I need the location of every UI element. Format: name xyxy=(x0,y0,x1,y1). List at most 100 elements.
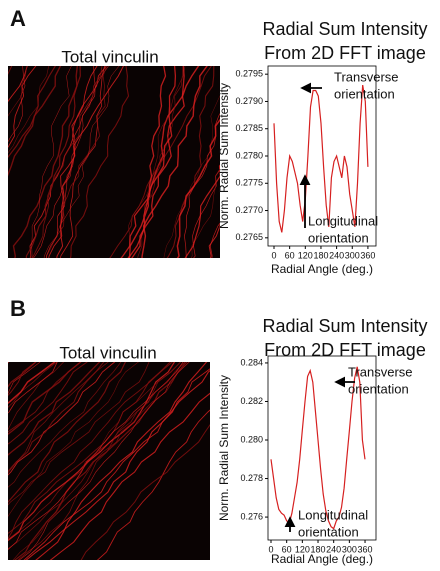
fibre xyxy=(96,409,210,560)
y-tick-label: 0.2785 xyxy=(235,123,263,133)
x-axis-label: Radial Angle (deg.) xyxy=(271,262,373,276)
line-series xyxy=(273,85,369,233)
annotation: orientation xyxy=(298,524,359,539)
x-tick-label: 120 xyxy=(295,544,310,554)
chart-title: Radial Sum Intensity xyxy=(262,19,427,39)
fibre xyxy=(8,362,150,506)
annotation: Transverse xyxy=(348,364,413,379)
fibre xyxy=(176,118,220,258)
fibre xyxy=(8,362,122,488)
fibre xyxy=(8,362,37,396)
fibre xyxy=(18,362,190,560)
fibre xyxy=(60,66,106,258)
fibre xyxy=(8,362,65,431)
x-axis-label: Radial Angle (deg.) xyxy=(271,552,373,566)
y-tick-label: 0.2790 xyxy=(235,96,263,106)
fibre xyxy=(184,164,220,258)
fibre xyxy=(8,362,58,408)
annotation: Longitudinal xyxy=(298,507,368,522)
fibre xyxy=(49,392,210,560)
panel-label: B xyxy=(10,296,26,321)
fibre xyxy=(8,362,171,534)
annotation: orientation xyxy=(308,230,369,245)
fibre xyxy=(8,66,28,103)
x-tick-label: 120 xyxy=(298,250,313,260)
annotation: orientation xyxy=(348,381,409,396)
fibre xyxy=(8,362,41,394)
x-tick-label: 60 xyxy=(285,250,295,260)
y-axis-label: Norm. Radial Sum Intensity xyxy=(217,375,231,521)
fibre xyxy=(8,362,116,476)
fibre xyxy=(8,362,184,551)
fibre xyxy=(137,66,184,258)
fibre xyxy=(208,223,220,258)
fibre xyxy=(8,66,28,117)
fibre xyxy=(8,362,127,503)
fibre xyxy=(12,66,79,258)
fibre xyxy=(8,362,186,550)
fibre xyxy=(190,168,220,258)
y-tick-label: 0.280 xyxy=(240,434,263,444)
fibre xyxy=(8,362,176,542)
fibre xyxy=(8,66,37,148)
fibre xyxy=(209,222,220,258)
fibre xyxy=(46,66,96,258)
plot-frame xyxy=(267,355,377,541)
panel-label: A xyxy=(10,6,26,31)
fibre xyxy=(69,66,130,258)
fibre xyxy=(25,370,210,560)
annotation: Longitudinal xyxy=(308,213,378,228)
x-tick-label: 0 xyxy=(271,250,276,260)
fibre xyxy=(8,362,101,456)
y-tick-label: 0.284 xyxy=(240,357,263,367)
image-title: Total vinculin xyxy=(59,343,156,362)
x-tick-label: 360 xyxy=(358,544,373,554)
chart-title: Radial Sum Intensity xyxy=(262,316,427,336)
fibre xyxy=(8,362,105,472)
chart-title: From 2D FFT image xyxy=(264,43,426,63)
annotation: orientation xyxy=(334,86,395,101)
y-tick-label: 0.2795 xyxy=(235,69,263,79)
y-tick-label: 0.2780 xyxy=(235,150,263,160)
fibre xyxy=(56,66,124,258)
chart-title: From 2D FFT image xyxy=(264,340,426,360)
fibre xyxy=(8,362,58,414)
fibre xyxy=(8,362,173,540)
fibre xyxy=(8,66,62,177)
y-axis-label: Norm. Radial Sum Intensity xyxy=(217,83,231,229)
fibre xyxy=(43,66,120,258)
micrograph xyxy=(8,362,210,560)
annotation: Transverse xyxy=(334,69,399,84)
fibre xyxy=(80,424,210,560)
fibre xyxy=(8,362,82,435)
fibre xyxy=(13,362,188,560)
fibre xyxy=(128,66,177,258)
y-tick-label: 0.2770 xyxy=(235,205,263,215)
fibre xyxy=(8,362,88,445)
fibre xyxy=(8,362,56,405)
fibre xyxy=(31,66,72,258)
fibre xyxy=(31,66,103,258)
image-title: Total vinculin xyxy=(61,47,158,66)
fibre xyxy=(8,362,139,517)
fibre xyxy=(29,66,98,258)
x-tick-label: 360 xyxy=(360,250,375,260)
fibre xyxy=(192,169,220,258)
fibre xyxy=(35,362,208,560)
x-tick-label: 60 xyxy=(282,544,292,554)
fibre xyxy=(166,66,215,258)
y-tick-label: 0.2765 xyxy=(235,232,263,242)
y-tick-label: 0.2775 xyxy=(235,178,263,188)
fibre xyxy=(141,66,208,258)
fibre xyxy=(23,368,210,560)
fibre xyxy=(0,352,5,571)
x-tick-label: 0 xyxy=(268,544,273,554)
x-tick-label: 300 xyxy=(342,544,357,554)
fibre xyxy=(12,362,181,560)
x-tick-label: 180 xyxy=(313,250,328,260)
x-tick-label: 240 xyxy=(326,544,341,554)
fibre xyxy=(184,113,220,258)
y-tick-label: 0.282 xyxy=(240,396,263,406)
